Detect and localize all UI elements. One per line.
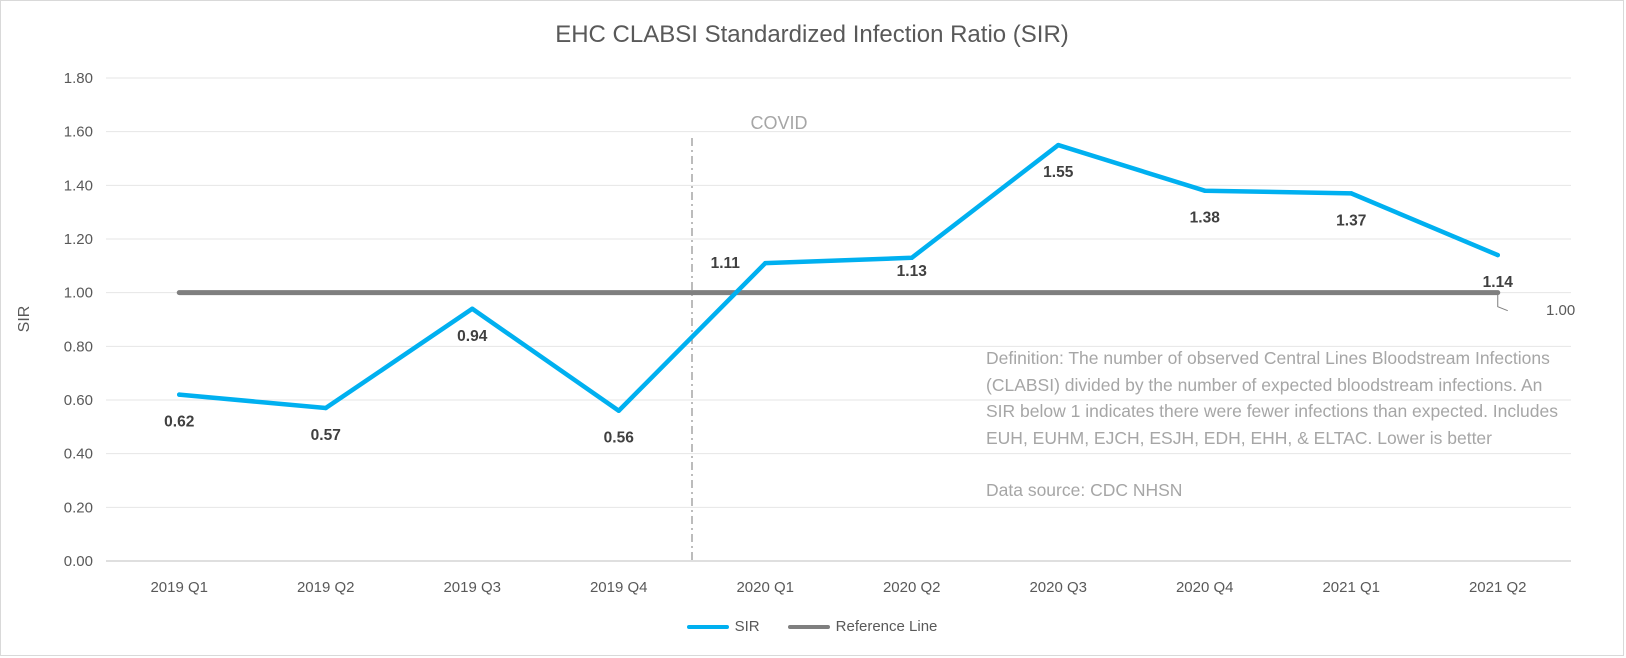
y-tick-label: 1.60: [64, 124, 93, 141]
sir-data-label: 0.94: [457, 328, 488, 345]
legend-item-reference-line[interactable]: Reference Line: [787, 618, 938, 635]
sir-point: [1202, 188, 1207, 193]
legend-item-sir[interactable]: SIR: [686, 618, 760, 635]
y-tick-label: 0.20: [64, 499, 93, 516]
sir-point: [323, 405, 328, 411]
sir-data-label: 0.62: [164, 414, 194, 431]
y-tick-label: 1.80: [64, 70, 93, 87]
definition-text: Definition: The number of observed Centr…: [986, 348, 1558, 448]
legend-swatch-sir: [686, 624, 729, 629]
sir-point: [470, 306, 475, 311]
y-tick-label: 1.20: [64, 231, 93, 248]
sir-data-label: 1.11: [711, 255, 741, 272]
x-tick-label: 2020 Q3: [1029, 579, 1087, 596]
legend-label-sir: SIR: [734, 618, 760, 635]
sir-data-label: 1.13: [897, 263, 928, 280]
definition-note: Definition: The number of observed Centr…: [986, 345, 1566, 504]
legend-swatch-reference-line: [787, 624, 830, 629]
x-tick-label: 2019 Q4: [590, 579, 648, 596]
sir-data-label: 1.55: [1043, 164, 1074, 181]
y-tick-label: 0.00: [64, 553, 93, 570]
x-tick-label: 2019 Q3: [443, 579, 501, 596]
x-tick-label: 2020 Q1: [736, 579, 794, 596]
y-tick-label: 1.00: [64, 285, 93, 302]
sir-point: [1349, 191, 1354, 196]
covid-annotation: COVID: [750, 113, 808, 133]
chart-title: EHC CLABSI Standardized Infection Ratio …: [555, 21, 1069, 48]
x-tick-label: 2021 Q2: [1469, 579, 1527, 596]
legend-label-reference-line: Reference Line: [835, 618, 938, 635]
sir-point: [1495, 252, 1500, 258]
x-tick-label: 2021 Q1: [1322, 579, 1380, 596]
x-tick-label: 2020 Q2: [883, 579, 941, 596]
sir-data-label: 1.38: [1190, 210, 1221, 227]
sir-point: [177, 392, 182, 397]
reference-line-value-label: 1.00: [1546, 302, 1576, 319]
sir-data-label: 0.56: [604, 430, 635, 447]
x-tick-label: 2020 Q4: [1176, 579, 1234, 596]
sir-point: [616, 408, 621, 413]
x-tick-label: 2019 Q1: [150, 579, 208, 596]
sir-point: [1056, 142, 1061, 148]
sir-line: [177, 142, 1500, 413]
x-tick-label: 2019 Q2: [297, 579, 355, 596]
chart-legend: SIR Reference Line: [1, 618, 1623, 635]
reference-label-leader: [1497, 294, 1508, 312]
sir-data-label: 1.37: [1336, 212, 1366, 229]
data-source-text: Data source: CDC NHSN: [986, 480, 1183, 500]
y-tick-label: 1.40: [64, 177, 93, 194]
y-tick-label: 0.40: [64, 446, 93, 463]
sir-point: [763, 260, 768, 266]
sir-data-label: 0.57: [311, 427, 341, 444]
sir-point: [909, 255, 914, 260]
y-tick-label: 0.80: [64, 338, 93, 355]
sir-data-label: 1.14: [1483, 274, 1514, 291]
y-tick-label: 0.60: [64, 392, 93, 409]
